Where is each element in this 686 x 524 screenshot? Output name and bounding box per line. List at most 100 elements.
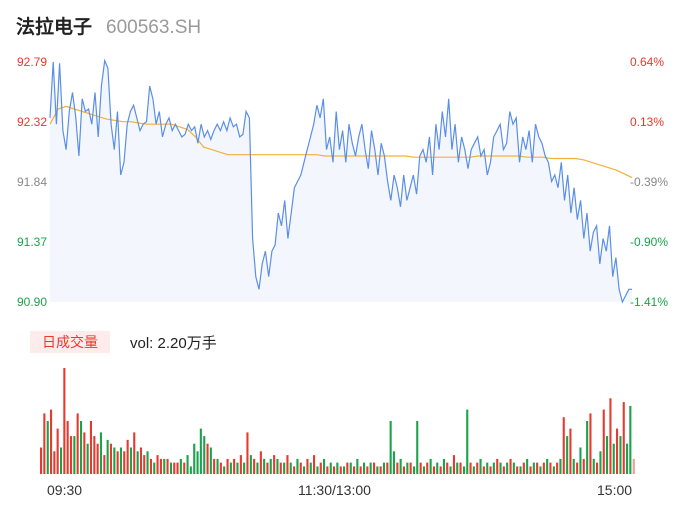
volume-bar [429,458,432,474]
volume-bar [529,466,532,474]
volume-bar [269,458,272,474]
volume-bar [256,462,259,474]
volume-bar [416,421,419,474]
volume-bar [622,402,625,474]
volume-bar [179,458,182,474]
volume-bar [176,462,179,474]
volume-bar [40,447,43,474]
volume-bar [592,458,595,474]
volume-bar [559,458,562,474]
volume-bar [173,462,176,474]
volume-bar [566,436,569,474]
volume-bar [373,462,376,474]
volume-bar [109,443,112,474]
volume-bar [76,413,79,474]
volume-bar [512,462,515,474]
volume-bar [99,432,102,474]
volume-bar [276,458,279,474]
volume-bar [259,451,262,474]
volume-bar [153,462,156,474]
y-tick-left: 90.90 [16,295,47,309]
volume-bar [149,458,152,474]
volume-bar [329,462,332,474]
y-tick-left: 91.84 [16,175,47,189]
volume-bar [303,466,306,474]
volume-bar [532,462,535,474]
volume-bar [186,455,189,474]
volume-bar [143,455,146,474]
volume-bar [323,458,326,474]
volume-bar [389,421,392,474]
volume-bar [439,466,442,474]
volume-bar [209,447,212,474]
volume-bar [399,458,402,474]
volume-bar [462,466,465,474]
volume-bar [333,466,336,474]
volume-bar [516,466,519,474]
stock-header: 法拉电子 600563.SH [16,12,201,39]
volume-bar [436,462,439,474]
x-tick-label: 11:30/13:00 [298,482,371,498]
volume-bar [466,409,469,474]
volume-bar [226,458,229,474]
volume-bar [156,455,159,474]
volume-bar [546,458,549,474]
volume-bar [146,451,149,474]
volume-bar [562,417,565,474]
x-tick-label: 09:30 [47,482,83,498]
volume-bar [73,436,76,474]
volume-bar [556,462,559,474]
volume-bar [412,466,415,474]
volume-bar [472,466,475,474]
volume-bar [43,413,46,474]
volume-bar [519,466,522,474]
volume-bar [449,466,452,474]
volume-bar [70,436,73,474]
volume-bar [106,439,109,474]
volume-bar [446,462,449,474]
volume-bar [123,451,126,474]
volume-bar [369,462,372,474]
average-price-line [49,105,633,179]
volume-bar [266,462,269,474]
volume-bar [353,466,356,474]
volume-bar [289,462,292,474]
price-line [49,58,632,304]
volume-bar [219,462,222,474]
y-tick-right: -1.41% [630,295,669,309]
volume-bar [293,466,296,474]
volume-bar [629,405,632,474]
volume-bar [569,428,572,474]
volume-bar [392,451,395,474]
volume-bar [223,466,226,474]
volume-bar [409,462,412,474]
volume-bar [442,458,445,474]
y-tick-right: -0.90% [630,235,669,249]
volume-bar [66,421,69,474]
volume-bar [549,462,552,474]
volume-bar [119,447,122,474]
volume-bar [582,458,585,474]
volume-bar [536,462,539,474]
volume-bar [359,466,362,474]
volume-bar [599,451,602,474]
volume-bar [456,462,459,474]
volume-bar [159,458,162,474]
volume-bar [189,466,192,474]
volume-bar [506,462,509,474]
volume-bar [169,462,172,474]
volume-bar [496,458,499,474]
volume-bar [183,462,186,474]
stock-code: 600563.SH [106,17,202,38]
volume-bar [379,466,382,474]
volume-bar [616,428,619,474]
volume-bar [349,462,352,474]
volume-bar [56,428,59,474]
volume-bar [319,462,322,474]
price-area-fill [50,60,632,303]
volume-bar [53,451,56,474]
volume-bar [163,458,166,474]
volume-bar [283,462,286,474]
volume-bar [103,455,106,474]
